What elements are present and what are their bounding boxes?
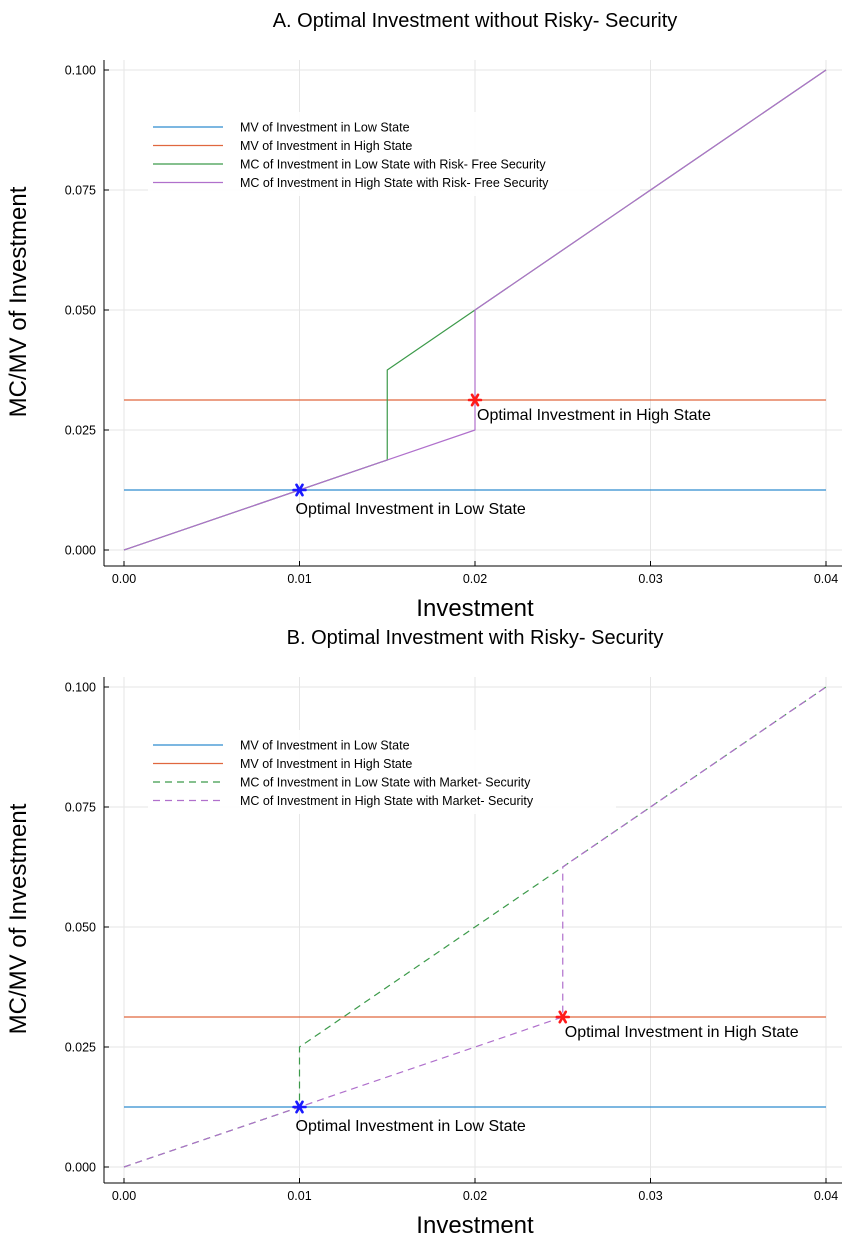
optimal-point-marker-1 bbox=[292, 483, 307, 497]
x-tick-label: 0.04 bbox=[814, 572, 838, 586]
x-axis-label: Investment bbox=[416, 1212, 534, 1239]
panel-a: 0.00 0.01 0.02 0.03 0.04 0.000 0.025 0.050 0.075… bbox=[5, 10, 842, 622]
optimal-point-marker-2 bbox=[555, 1010, 571, 1024]
legend-label-1: MV of Investment in Low State bbox=[240, 121, 410, 135]
y-tick-label: 0.075 bbox=[65, 801, 96, 815]
y-tick-label: 0.100 bbox=[65, 64, 96, 78]
star-stroke bbox=[558, 1010, 568, 1024]
x-tick-label: 0.03 bbox=[638, 1189, 662, 1203]
legend-label-4: MC of Investment in High State with Risk… bbox=[240, 176, 549, 190]
x-tick-label: 0.00 bbox=[112, 572, 136, 586]
y-axis-label: MC/MV of Investment bbox=[5, 803, 32, 1034]
x-tick-label: 0.04 bbox=[814, 1189, 838, 1203]
legend-label-3: MC of Investment in Low State with Risk-… bbox=[240, 158, 546, 172]
y-tick-label: 0.000 bbox=[65, 1161, 96, 1175]
y-tick-label: 0.025 bbox=[65, 1041, 96, 1055]
annotation-2: Optimal Investment in High State bbox=[565, 1024, 799, 1041]
x-tick-label: 0.01 bbox=[287, 1189, 311, 1203]
annotation-2: Optimal Investment in High State bbox=[477, 407, 711, 424]
optimal-point-marker-1 bbox=[292, 1100, 307, 1114]
y-tick-label: 0.050 bbox=[65, 921, 96, 935]
x-axis-label: Investment bbox=[416, 595, 534, 622]
y-axis-label: MC/MV of Investment bbox=[5, 186, 32, 417]
x-tick-label: 0.03 bbox=[638, 572, 662, 586]
chart-title: B. Optimal Investment with Risky- Securi… bbox=[287, 627, 664, 649]
star-stroke bbox=[295, 483, 304, 497]
x-tick-label: 0.02 bbox=[463, 1189, 487, 1203]
legend: MV of Investment in Low State MV of Inves… bbox=[148, 112, 640, 196]
star-stroke bbox=[470, 393, 480, 407]
panel-b: 0.00 0.01 0.02 0.03 0.04 0.000 0.025 0.050 0.075… bbox=[5, 627, 842, 1239]
legend-label-1: MV of Investment in Low State bbox=[240, 739, 410, 753]
star-stroke bbox=[295, 1100, 304, 1114]
legend-label-3: MC of Investment in Low State with Marke… bbox=[240, 776, 531, 790]
annotation-1: Optimal Investment in Low State bbox=[296, 501, 526, 518]
chart-title: A. Optimal Investment without Risky- Sec… bbox=[273, 10, 678, 32]
x-tick-label: 0.02 bbox=[463, 572, 487, 586]
legend-box bbox=[148, 730, 616, 814]
legend-label-2: MV of Investment in High State bbox=[240, 757, 412, 771]
legend-box bbox=[148, 112, 640, 196]
legend-label-4: MC of Investment in High State with Mark… bbox=[240, 794, 534, 808]
y-tick-label: 0.075 bbox=[65, 184, 96, 198]
y-tick-label: 0.000 bbox=[65, 544, 96, 558]
x-tick-label: 0.00 bbox=[112, 1189, 136, 1203]
y-tick-label: 0.050 bbox=[65, 304, 96, 318]
legend-label-2: MV of Investment in High State bbox=[240, 139, 412, 153]
optimal-point-marker-2 bbox=[467, 393, 483, 407]
y-tick-label: 0.100 bbox=[65, 681, 96, 695]
y-tick-label: 0.025 bbox=[65, 424, 96, 438]
legend: MV of Investment in Low State MV of Inves… bbox=[148, 730, 616, 814]
series-line-4 bbox=[123, 686, 827, 1168]
annotation-1: Optimal Investment in Low State bbox=[296, 1118, 526, 1135]
x-tick-label: 0.01 bbox=[287, 572, 311, 586]
